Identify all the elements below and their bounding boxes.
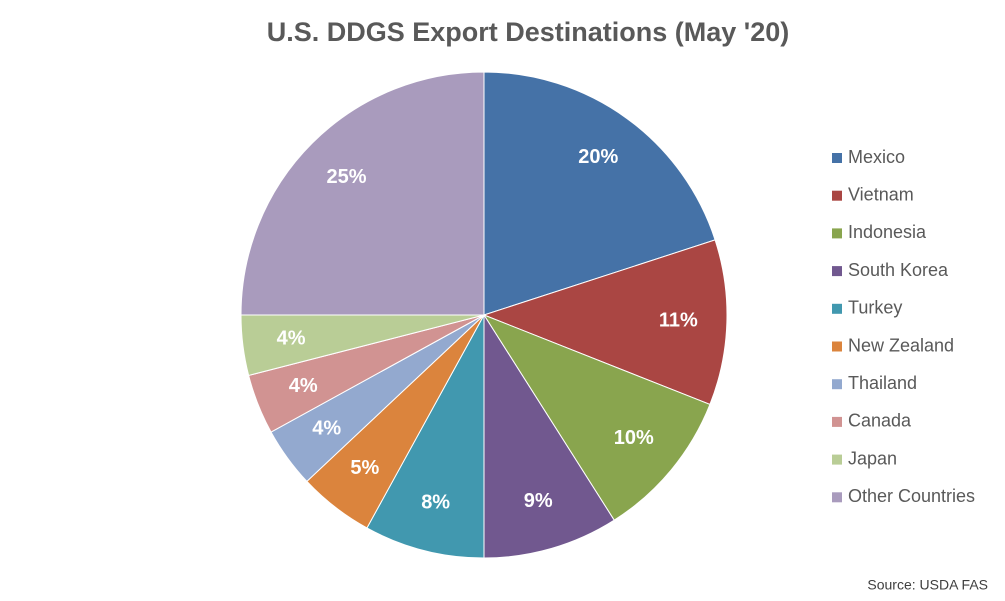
data-label: 11% bbox=[659, 309, 698, 331]
legend-swatch bbox=[832, 153, 842, 163]
chart-title: U.S. DDGS Export Destinations (May '20) bbox=[267, 17, 790, 47]
data-label: 4% bbox=[289, 375, 318, 397]
legend-swatch bbox=[832, 454, 842, 465]
pie-slice bbox=[240, 71, 485, 316]
legend-label: New Zealand bbox=[848, 335, 954, 355]
legend-swatch bbox=[832, 228, 842, 239]
legend-swatch bbox=[832, 303, 842, 314]
legend-label: Japan bbox=[848, 448, 897, 468]
data-label: 25% bbox=[327, 166, 367, 188]
legend-label: Thailand bbox=[848, 373, 917, 393]
legend-label: Canada bbox=[848, 411, 912, 431]
legend-swatch bbox=[832, 190, 842, 201]
legend-swatch bbox=[832, 341, 842, 352]
pie-slice bbox=[482, 313, 711, 521]
pie-slice bbox=[366, 314, 485, 559]
pie-slice bbox=[482, 239, 728, 406]
legend-label: Turkey bbox=[848, 298, 902, 318]
legend-swatch bbox=[832, 492, 842, 503]
legend-swatch bbox=[832, 379, 842, 390]
legend-label: Mexico bbox=[848, 147, 905, 167]
pie-slice bbox=[483, 71, 716, 316]
legend-swatch bbox=[832, 416, 842, 427]
legend-label: Other Countries bbox=[848, 486, 975, 506]
source-note: Source: USDA FAS bbox=[867, 577, 988, 593]
pie-slice bbox=[483, 313, 615, 559]
legend-label: Indonesia bbox=[848, 222, 927, 242]
data-label: 4% bbox=[312, 418, 341, 440]
data-label: 4% bbox=[277, 328, 306, 350]
legend-label: South Korea bbox=[848, 260, 949, 280]
data-label: 20% bbox=[578, 146, 618, 168]
data-label: 9% bbox=[524, 490, 553, 512]
legend-swatch bbox=[832, 266, 842, 277]
legend-label: Vietnam bbox=[848, 184, 914, 204]
data-label: 5% bbox=[350, 457, 379, 479]
data-label: 10% bbox=[614, 427, 654, 449]
data-label: 8% bbox=[421, 492, 450, 514]
